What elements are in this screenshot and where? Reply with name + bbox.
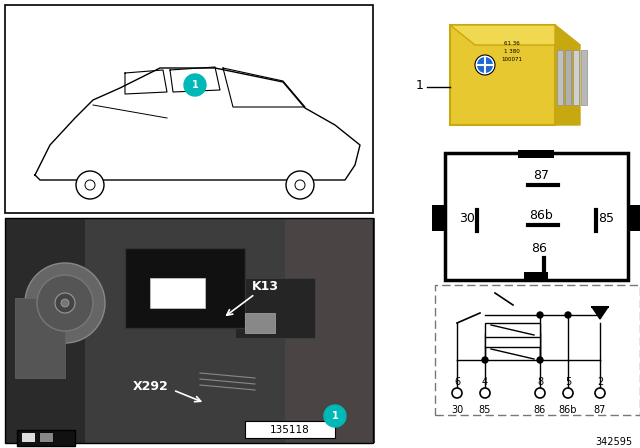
Text: 85: 85 — [598, 211, 614, 224]
Text: 4: 4 — [482, 377, 488, 387]
Circle shape — [76, 171, 104, 199]
Text: 85: 85 — [479, 405, 491, 415]
Bar — [245, 421, 335, 438]
Text: 86: 86 — [534, 405, 546, 415]
Bar — [485, 323, 540, 337]
Bar — [21, 432, 35, 442]
Circle shape — [477, 57, 493, 73]
Bar — [573, 50, 579, 105]
Bar — [581, 50, 587, 105]
Bar — [15, 298, 65, 378]
Text: 1: 1 — [191, 80, 198, 90]
Bar — [5, 5, 373, 213]
Circle shape — [452, 388, 462, 398]
Bar — [518, 150, 554, 158]
Circle shape — [324, 405, 346, 427]
Circle shape — [595, 388, 605, 398]
Circle shape — [85, 180, 95, 190]
Text: 1: 1 — [416, 78, 424, 91]
Text: 1: 1 — [332, 411, 339, 421]
Circle shape — [25, 263, 105, 343]
Text: 86b: 86b — [529, 208, 553, 221]
Text: 5: 5 — [565, 377, 571, 387]
Circle shape — [55, 293, 75, 313]
Bar — [245, 313, 275, 333]
Bar — [450, 25, 555, 125]
Text: X292: X292 — [133, 379, 169, 392]
Bar — [565, 50, 571, 105]
Text: 61 36: 61 36 — [504, 40, 520, 46]
Text: 86b: 86b — [559, 405, 577, 415]
Text: K13: K13 — [252, 280, 278, 293]
Text: 30: 30 — [459, 211, 475, 224]
Bar — [5, 218, 85, 443]
Bar — [17, 430, 75, 446]
Text: 2: 2 — [597, 377, 603, 387]
Bar — [628, 205, 640, 231]
Polygon shape — [555, 25, 580, 125]
Text: 86: 86 — [531, 241, 547, 254]
Polygon shape — [592, 307, 608, 319]
Bar — [235, 278, 315, 338]
Text: 6: 6 — [454, 377, 460, 387]
Bar — [445, 153, 628, 280]
Circle shape — [286, 171, 314, 199]
Bar — [435, 285, 640, 415]
Circle shape — [535, 388, 545, 398]
Text: 1 380: 1 380 — [504, 48, 520, 53]
Text: 100071: 100071 — [502, 56, 522, 61]
Circle shape — [565, 312, 571, 318]
Circle shape — [563, 388, 573, 398]
Bar — [125, 248, 245, 328]
Text: 135118: 135118 — [270, 425, 310, 435]
Bar — [150, 278, 205, 308]
Bar — [524, 272, 548, 280]
Polygon shape — [450, 25, 580, 45]
Circle shape — [295, 180, 305, 190]
Bar — [285, 218, 375, 443]
Circle shape — [537, 312, 543, 318]
Bar — [5, 218, 373, 443]
Circle shape — [61, 299, 69, 307]
Text: 8: 8 — [537, 377, 543, 387]
Circle shape — [482, 357, 488, 363]
Text: 87: 87 — [594, 405, 606, 415]
Bar — [432, 205, 445, 231]
Circle shape — [475, 55, 495, 75]
Bar — [39, 432, 53, 442]
Circle shape — [537, 357, 543, 363]
Circle shape — [184, 74, 206, 96]
Circle shape — [37, 275, 93, 331]
Circle shape — [480, 388, 490, 398]
Text: 30: 30 — [451, 405, 463, 415]
Bar — [485, 333, 540, 347]
Bar — [5, 218, 373, 443]
Text: 342595: 342595 — [595, 437, 632, 447]
Bar — [557, 50, 563, 105]
Text: 87: 87 — [533, 168, 549, 181]
